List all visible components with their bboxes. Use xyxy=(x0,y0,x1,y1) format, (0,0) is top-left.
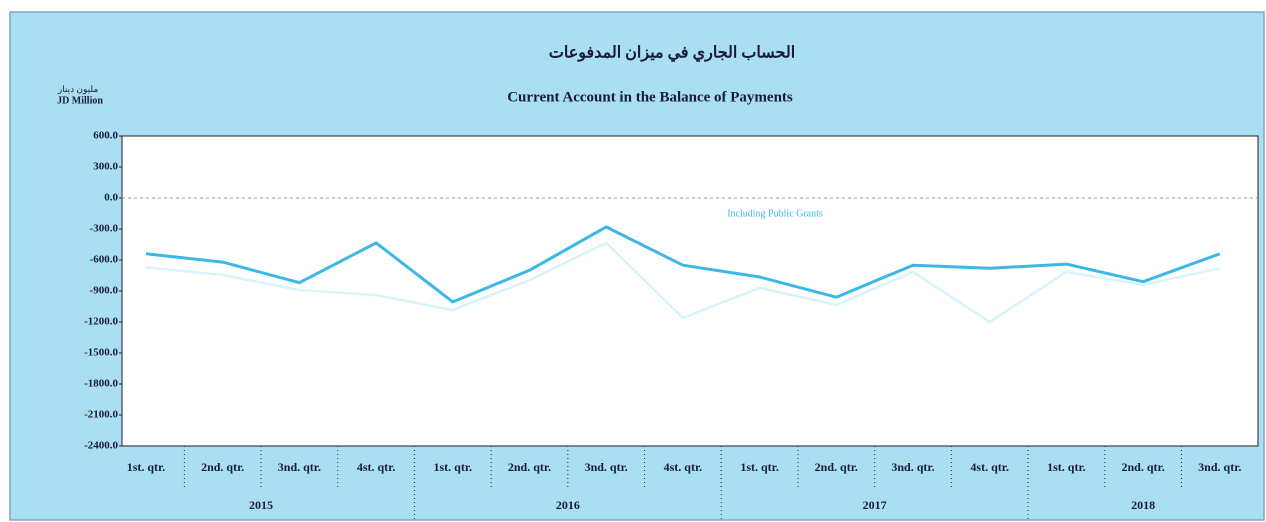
series-line xyxy=(145,241,1221,324)
y-tick-label: -2100.0 xyxy=(84,409,118,421)
x-tick-label: 4st. qtr. xyxy=(664,460,703,474)
x-tick-label: 1st. qtr. xyxy=(740,460,779,474)
y-tick-label: -1500.0 xyxy=(84,347,118,359)
chart-subtitle: Current Account in the Balance of Paymen… xyxy=(507,89,793,105)
x-tick-label: 2nd. qtr. xyxy=(201,460,244,474)
y-tick-label: -2400.0 xyxy=(84,440,118,452)
x-tick-label: 1st. qtr. xyxy=(1047,460,1086,474)
plot-area xyxy=(121,135,1259,447)
year-label: 2018 xyxy=(1131,498,1155,512)
x-tick-label: 4st. qtr. xyxy=(357,460,396,474)
y-tick-label: 300.0 xyxy=(93,161,118,173)
series-label: Including Public Grants xyxy=(727,208,823,219)
series-line xyxy=(145,225,1221,304)
y-tick-label: -300.0 xyxy=(90,223,119,235)
y-tick-label: -900.0 xyxy=(90,285,119,297)
x-tick-label: 2nd. qtr. xyxy=(1121,460,1164,474)
y-tick-label: -1800.0 xyxy=(84,378,118,390)
x-tick-label: 3nd. qtr. xyxy=(1198,460,1241,474)
year-label: 2015 xyxy=(249,498,273,512)
y-tick-label: 600.0 xyxy=(93,130,118,142)
x-tick-label: 2nd. qtr. xyxy=(815,460,858,474)
x-tick-label: 3nd. qtr. xyxy=(278,460,321,474)
y-tick-label: -1200.0 xyxy=(84,316,118,328)
year-label: 2016 xyxy=(556,498,580,512)
y-axis-label: JD Million xyxy=(57,95,103,106)
x-tick-label: 4st. qtr. xyxy=(970,460,1009,474)
y-unit-arabic: مليون دينار xyxy=(57,84,99,95)
year-label: 2017 xyxy=(863,498,887,512)
y-tick-label: 0.0 xyxy=(104,192,118,204)
x-tick-label: 1st. qtr. xyxy=(127,460,166,474)
x-tick-label: 3nd. qtr. xyxy=(891,460,934,474)
chart-title: الحساب الجاري في ميزان المدفوعات xyxy=(549,45,795,63)
x-tick-label: 1st. qtr. xyxy=(434,460,473,474)
y-tick-label: -600.0 xyxy=(90,254,119,266)
x-tick-label: 2nd. qtr. xyxy=(508,460,551,474)
x-tick-label: 3nd. qtr. xyxy=(585,460,628,474)
